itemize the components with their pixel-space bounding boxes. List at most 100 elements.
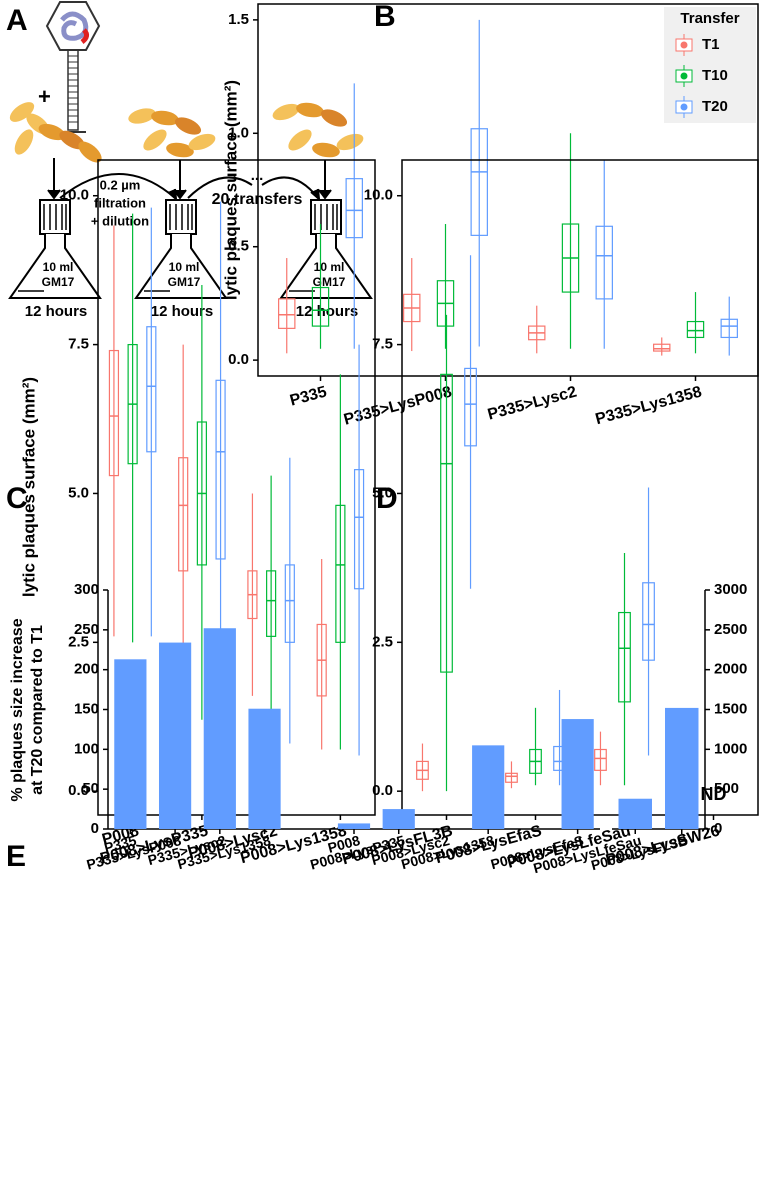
y-axis-label: lytic plaques surface (mm²) — [221, 80, 240, 300]
y-tick-label: 10.0 — [60, 187, 89, 204]
flask-medium: GM17 — [168, 275, 201, 289]
y-tick-label: 150 — [74, 700, 99, 717]
y-tick-label: 200 — [74, 661, 99, 678]
y-tick-label: 2500 — [714, 621, 747, 638]
box — [505, 772, 518, 783]
y-tick-label: 10.0 — [364, 187, 393, 204]
panel-letter: C — [6, 482, 28, 515]
box — [470, 128, 488, 236]
bar — [203, 628, 236, 829]
box — [146, 326, 157, 453]
box — [266, 570, 277, 637]
panel-letter: D — [376, 482, 398, 515]
box — [594, 748, 607, 771]
panel-letters: A B C D E — [6, 0, 398, 873]
plot-frame — [97, 159, 376, 816]
y-tick-label: 50 — [82, 780, 99, 797]
y-tick-label: 1.5 — [228, 11, 249, 28]
box — [345, 178, 363, 239]
bar — [248, 708, 281, 829]
bar — [561, 719, 594, 829]
flasks — [8, 199, 373, 299]
legend-label: T20 — [702, 98, 728, 115]
flask-time: 12 hours — [25, 303, 88, 320]
phage-icon — [45, 1, 101, 133]
y-tick-label: 0.0 — [372, 782, 393, 799]
y-tick-label: 5.0 — [68, 484, 89, 501]
bar — [472, 745, 505, 829]
x-tick-label: P335>Lys1358 — [594, 383, 704, 428]
box — [335, 504, 346, 643]
box — [642, 582, 655, 661]
filter-text: 0.2 µm — [100, 177, 141, 192]
legend-label: T10 — [702, 67, 728, 84]
flask-volume: 10 ml — [169, 260, 200, 274]
y-tick-label: 5.0 — [372, 484, 393, 501]
filter-text: + dilution — [91, 213, 149, 228]
x-tick-label: P335>Lysc2 — [486, 383, 579, 423]
flask-time: 12 hours — [151, 303, 214, 320]
y-axis-label: at T20 compared to T1 — [29, 625, 46, 795]
box — [215, 379, 226, 560]
box — [595, 225, 613, 300]
y-axis-label: % plaques size increase — [9, 618, 26, 801]
y-tick-label: 0 — [91, 820, 99, 837]
box — [720, 318, 738, 339]
box — [440, 373, 453, 673]
bar — [114, 659, 147, 829]
box — [108, 349, 120, 477]
legend-label: T1 — [702, 36, 720, 53]
transfers-label: 20 transfers — [212, 191, 303, 208]
flask-volume: 10 ml — [314, 260, 345, 274]
box — [653, 343, 671, 352]
dots: ... — [251, 167, 264, 184]
y-tick-label: 2.5 — [68, 633, 89, 650]
panel-letter: A — [6, 4, 28, 37]
legend-dot — [680, 72, 688, 80]
panel-letter: E — [6, 840, 26, 873]
x-tick-label: P335 — [288, 383, 329, 409]
bar — [382, 809, 415, 829]
bacteria — [9, 102, 364, 163]
plus-sign: + — [38, 84, 51, 109]
y-tick-label: 7.5 — [68, 336, 89, 353]
y-tick-label: 100 — [74, 740, 99, 757]
bar — [337, 823, 371, 829]
y-tick-label: 7.5 — [372, 336, 393, 353]
box — [284, 564, 295, 643]
legend-dot — [680, 41, 688, 49]
box — [178, 457, 189, 572]
box — [618, 611, 631, 703]
y-tick-label: 1000 — [714, 740, 747, 757]
y-tick-label: 250 — [74, 621, 99, 638]
flask-volume: 10 ml — [43, 260, 74, 274]
flask-time: 12 hours — [296, 303, 359, 320]
panel-letter: B — [374, 0, 396, 33]
box — [311, 286, 330, 327]
bar — [618, 798, 652, 829]
y-tick-label: 300 — [74, 581, 99, 598]
y-tick-label: 3000 — [714, 581, 747, 598]
y-tick-label: 0 — [714, 820, 722, 837]
y-tick-label: 0.0 — [68, 782, 89, 799]
y-tick-label: 500 — [714, 780, 739, 797]
bar — [158, 642, 192, 829]
flask-medium: GM17 — [42, 275, 75, 289]
y-tick-label: 2.5 — [372, 633, 393, 650]
panel-a-diagram: + 0 — [8, 1, 373, 320]
y-tick-label: 1500 — [714, 700, 747, 717]
filter-text: filtration — [94, 195, 146, 210]
y-tick-label: 2000 — [714, 661, 747, 678]
bar — [665, 707, 699, 829]
box — [686, 320, 705, 339]
box — [278, 298, 296, 329]
y-axis-label: lytic plaques surface (mm²) — [19, 377, 38, 597]
box — [464, 367, 477, 447]
legend-title: Transfer — [680, 10, 739, 27]
legend-dot — [680, 103, 688, 111]
y-tick-label: 0.5 — [228, 238, 249, 255]
y-tick-label: 1.0 — [228, 124, 249, 141]
box — [353, 469, 365, 590]
y-tick-label: 0.0 — [228, 351, 249, 368]
